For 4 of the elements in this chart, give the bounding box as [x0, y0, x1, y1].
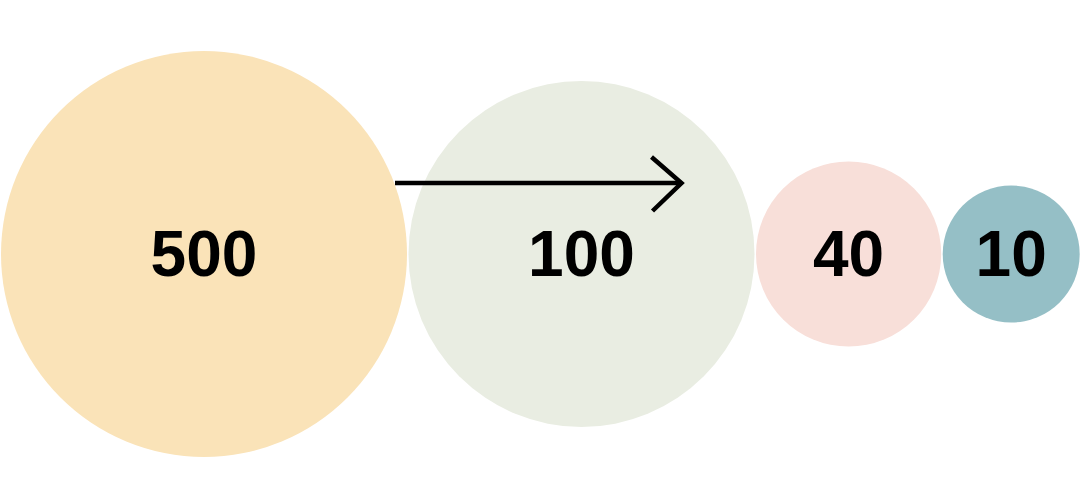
data-label: 100 — [528, 218, 635, 290]
data-label: 10 — [975, 218, 1047, 290]
data-label: 40 — [813, 218, 885, 290]
data-label: 500 — [150, 218, 258, 290]
